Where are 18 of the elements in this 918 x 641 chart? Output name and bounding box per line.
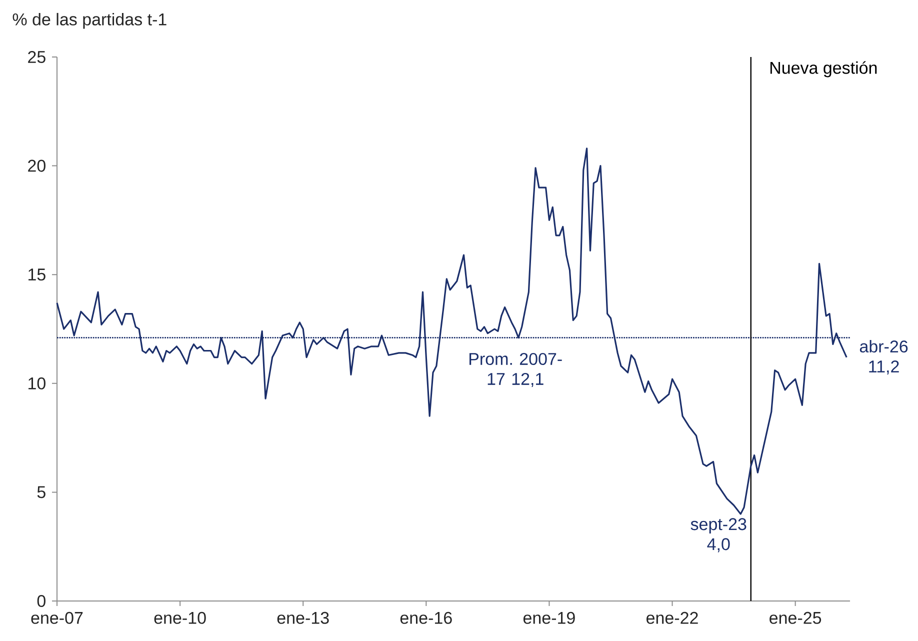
x-tick-label: ene-19 <box>523 612 575 624</box>
x-tick-label: ene-25 <box>770 612 822 624</box>
x-tick-label: ene-13 <box>277 612 329 624</box>
y-tick-label: 15 <box>28 268 46 281</box>
x-tick-label: ene-16 <box>400 612 452 624</box>
x-tick-label: ene-07 <box>31 612 83 624</box>
annotation: sept-23 4,0 <box>690 518 746 552</box>
y-tick-label: 10 <box>28 377 46 390</box>
y-tick-label: 20 <box>28 160 46 172</box>
ref-line-label: Nueva gestión <box>770 61 877 78</box>
x-tick-label: ene-10 <box>154 612 206 624</box>
y-tick-label: 5 <box>37 486 46 498</box>
annotation: abr-26 11,2 <box>860 340 908 375</box>
ref-line-label: Prom. 2007-17 12,1 <box>470 352 562 387</box>
y-tick-label: 0 <box>37 594 46 608</box>
x-tick-label: ene-22 <box>646 612 698 624</box>
y-axis-title: % de las partidas t-1 <box>12 12 166 29</box>
y-tick-label: 25 <box>28 50 46 64</box>
